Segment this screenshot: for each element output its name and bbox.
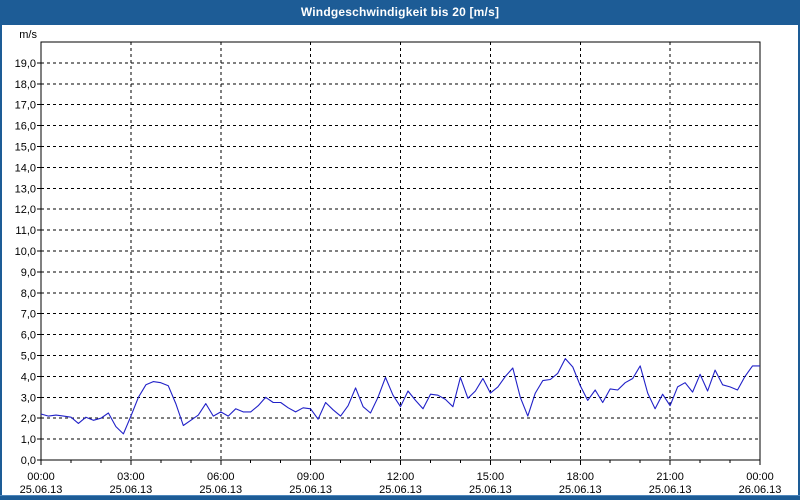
- y-tick-label: 10,0: [15, 246, 36, 258]
- plot-border: [40, 41, 761, 461]
- y-tick-label: 15,0: [15, 142, 36, 154]
- y-tick-label: 13,0: [15, 183, 36, 195]
- x-tick-time-label: 09:00: [297, 471, 325, 483]
- x-tick-time-label: 00:00: [746, 471, 774, 483]
- x-tick-time-label: 00:00: [27, 471, 55, 483]
- x-tick-time-label: 18:00: [566, 471, 594, 483]
- window-border-right: [798, 25, 800, 500]
- x-tick-time-label: 03:00: [117, 471, 145, 483]
- x-tick-date-label: 26.06.13: [739, 484, 782, 496]
- y-tick-label: 6,0: [21, 330, 36, 342]
- y-tick-label: 11,0: [15, 225, 36, 237]
- y-tick-label: 5,0: [21, 351, 36, 363]
- x-tick-time-label: 15:00: [477, 471, 505, 483]
- y-tick-label: 16,0: [15, 121, 36, 133]
- y-tick-label: 14,0: [15, 162, 36, 174]
- y-tick-label: 7,0: [21, 309, 36, 321]
- x-tick-time-label: 12:00: [387, 471, 415, 483]
- y-tick-label: 17,0: [15, 100, 36, 112]
- y-tick-label: 0,0: [21, 455, 36, 467]
- x-tick-date-label: 25.06.13: [289, 484, 332, 496]
- y-axis-unit-label: m/s: [19, 29, 37, 41]
- window-border-bottom: [0, 495, 800, 500]
- wind-speed-line: [40, 358, 760, 435]
- y-tick-label: 3,0: [21, 392, 36, 404]
- y-tick-label: 1,0: [21, 434, 36, 446]
- y-tick-label: 4,0: [21, 371, 36, 383]
- x-tick-date-label: 25.06.13: [109, 484, 152, 496]
- y-tick-label: 18,0: [15, 79, 36, 91]
- y-tick-label: 2,0: [21, 413, 36, 425]
- x-tick-date-label: 25.06.13: [649, 484, 692, 496]
- x-tick-date-label: 25.06.13: [559, 484, 602, 496]
- y-tick-label: 8,0: [21, 288, 36, 300]
- x-tick-date-label: 25.06.13: [379, 484, 422, 496]
- y-tick-label: 9,0: [21, 267, 36, 279]
- window-title-bar: Windgeschwindigkeit bis 20 [m/s]: [0, 0, 800, 25]
- x-tick-date-label: 25.06.13: [469, 484, 512, 496]
- x-tick-date-label: 25.06.13: [199, 484, 242, 496]
- x-tick-time-label: 21:00: [656, 471, 684, 483]
- window-title: Windgeschwindigkeit bis 20 [m/s]: [300, 5, 500, 19]
- x-tick-date-label: 25.06.13: [20, 484, 63, 496]
- x-tick-time-label: 06:00: [207, 471, 235, 483]
- y-tick-label: 19,0: [15, 58, 36, 70]
- y-tick-label: 12,0: [15, 204, 36, 216]
- window-border-left: [0, 25, 2, 500]
